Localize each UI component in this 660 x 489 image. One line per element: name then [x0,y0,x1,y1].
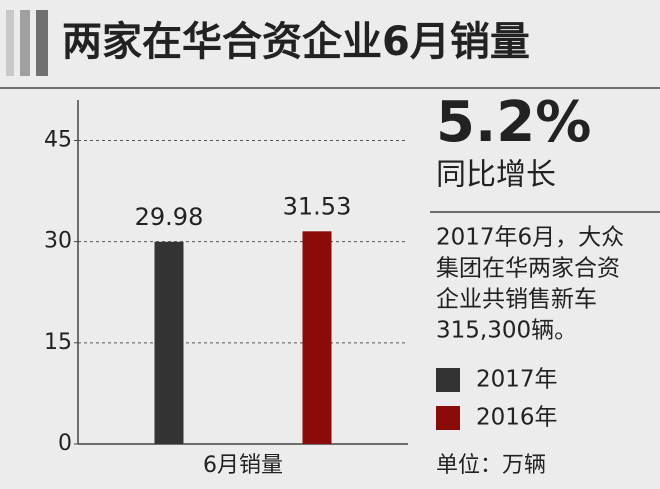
decor-bar [6,10,14,76]
annotation-line: 2017年6月，大众 [436,225,624,251]
value-label: 29.98 [135,203,204,231]
legend-label: 2017年 [476,367,558,393]
legend-swatch [436,406,460,430]
legend-label: 2016年 [476,405,558,431]
legend-swatch [436,368,460,392]
y-tick-label: 15 [44,330,72,355]
unit-label: 单位：万辆 [436,453,546,478]
y-tick-label: 45 [44,127,72,152]
y-tick-label: 0 [58,431,72,456]
highlight: 5.2% [436,90,591,155]
bar [154,241,184,444]
annotation-line: 集团在华两家合资 [436,256,620,282]
chart-title: 两家在华合资企业6月销量 [62,19,530,65]
bar [302,231,332,444]
value-label: 31.53 [283,192,352,220]
highlight-label: 同比增长 [436,158,556,193]
annotation-line: 315,300辆。 [436,318,577,344]
decor-bar [20,10,30,76]
x-tick-label: 6月销量 [203,453,283,478]
y-tick-label: 30 [44,229,72,254]
annotation-line: 企业共销售新车 [436,287,597,313]
decor-bar [36,10,48,76]
